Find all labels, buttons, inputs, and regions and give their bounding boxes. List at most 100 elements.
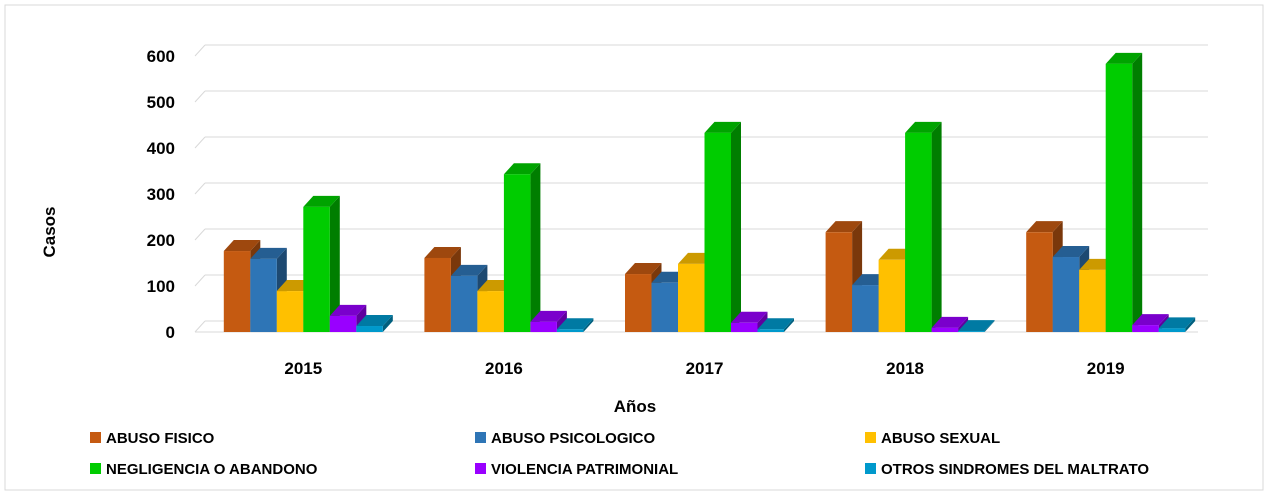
bar-top bbox=[223, 240, 261, 252]
bar bbox=[704, 121, 741, 332]
y-tick-label: 100 bbox=[147, 277, 175, 296]
bar-side bbox=[382, 315, 393, 332]
bar-front bbox=[1026, 232, 1053, 332]
bar-front bbox=[878, 259, 906, 332]
bar-front bbox=[1052, 257, 1080, 332]
bar-side bbox=[530, 163, 541, 332]
bar-front bbox=[556, 329, 584, 332]
bar-front bbox=[1079, 269, 1106, 332]
bar-top bbox=[329, 304, 367, 316]
legend-swatch bbox=[865, 463, 876, 474]
legend-swatch bbox=[90, 432, 101, 443]
bar-front bbox=[958, 331, 985, 332]
bar-front bbox=[651, 282, 678, 332]
bar bbox=[825, 221, 863, 332]
grid-depth bbox=[194, 228, 206, 241]
y-axis-label: Casos bbox=[40, 206, 59, 257]
bar bbox=[1158, 317, 1196, 332]
bar bbox=[303, 195, 340, 332]
bar-top bbox=[250, 247, 287, 259]
legend-swatch bbox=[475, 463, 486, 474]
bar-front bbox=[1132, 325, 1159, 332]
bar-top bbox=[303, 195, 340, 207]
bar-top bbox=[1105, 52, 1143, 64]
bar-top bbox=[625, 263, 662, 275]
legend-label: ABUSO SEXUAL bbox=[881, 430, 1000, 447]
bar-front bbox=[503, 174, 531, 332]
bar-top bbox=[757, 318, 794, 330]
legend-label: ABUSO FISICO bbox=[106, 430, 215, 447]
bar-front bbox=[223, 251, 251, 332]
bar-front bbox=[905, 132, 932, 332]
bar-side bbox=[958, 316, 969, 332]
bar-front bbox=[250, 258, 277, 332]
bar bbox=[931, 316, 969, 332]
legend-swatch bbox=[865, 432, 876, 443]
bar-top bbox=[556, 318, 594, 330]
bar-side bbox=[1185, 317, 1196, 332]
grid-depth bbox=[194, 44, 206, 57]
bar-top bbox=[1158, 317, 1196, 329]
x-tick-label: 2019 bbox=[1087, 359, 1125, 378]
bar-top bbox=[503, 163, 541, 175]
bar-front bbox=[329, 315, 357, 332]
bar bbox=[757, 318, 794, 332]
bar bbox=[905, 121, 942, 332]
y-tick-label: 600 bbox=[147, 47, 175, 66]
bar-front bbox=[530, 321, 557, 332]
bar-front bbox=[931, 327, 959, 332]
bar-top bbox=[1052, 246, 1090, 258]
y-tick-label: 0 bbox=[166, 323, 175, 342]
grid-depth bbox=[194, 90, 206, 103]
bar bbox=[329, 304, 367, 332]
bar-front bbox=[276, 291, 304, 332]
chart-frame bbox=[4, 4, 1264, 491]
legend-label: VIOLENCIA PATRIMONIAL bbox=[491, 461, 678, 478]
bar-side bbox=[583, 318, 594, 332]
bar-front bbox=[852, 285, 879, 332]
bar-front bbox=[450, 275, 478, 332]
y-tick-label: 400 bbox=[147, 139, 175, 158]
bar-side bbox=[1132, 52, 1143, 332]
bar-front bbox=[731, 322, 758, 332]
bar-top bbox=[450, 264, 488, 276]
bar-top bbox=[1026, 221, 1063, 233]
legend-label: ABUSO PSICOLOGICO bbox=[491, 430, 656, 447]
bar-front bbox=[424, 257, 451, 332]
grid-depth bbox=[194, 320, 206, 333]
bar-top bbox=[704, 121, 741, 133]
bar-side bbox=[984, 320, 995, 332]
y-tick-label: 500 bbox=[147, 93, 175, 112]
x-axis-label: Años bbox=[614, 397, 657, 416]
bar-front bbox=[1158, 328, 1186, 332]
grid-depth bbox=[194, 136, 206, 149]
x-tick-label: 2015 bbox=[284, 359, 322, 378]
bar-front bbox=[757, 329, 784, 332]
legend-swatch bbox=[475, 432, 486, 443]
bar bbox=[503, 163, 541, 332]
x-tick-label: 2017 bbox=[686, 359, 724, 378]
y-tick-label: 200 bbox=[147, 231, 175, 250]
bar-side bbox=[784, 318, 794, 332]
bar-top bbox=[931, 316, 969, 328]
bar-top bbox=[731, 311, 768, 323]
bar-front bbox=[625, 274, 652, 332]
bar-front bbox=[477, 291, 504, 332]
bar-top bbox=[825, 221, 863, 233]
bar-top bbox=[356, 315, 393, 327]
x-tick-label: 2018 bbox=[886, 359, 924, 378]
bar bbox=[958, 320, 995, 332]
legend-label: NEGLIGENCIA O ABANDONO bbox=[106, 461, 318, 478]
bar-side bbox=[931, 121, 942, 332]
bar-top bbox=[530, 310, 567, 322]
grid-depth bbox=[194, 182, 206, 195]
bar bbox=[1105, 52, 1143, 332]
bar-top bbox=[958, 320, 995, 332]
bar bbox=[556, 318, 594, 332]
bar-front bbox=[825, 232, 853, 332]
bar-front bbox=[678, 263, 705, 332]
bar bbox=[356, 315, 393, 332]
bar-front bbox=[356, 326, 383, 332]
bar-front bbox=[303, 206, 330, 332]
